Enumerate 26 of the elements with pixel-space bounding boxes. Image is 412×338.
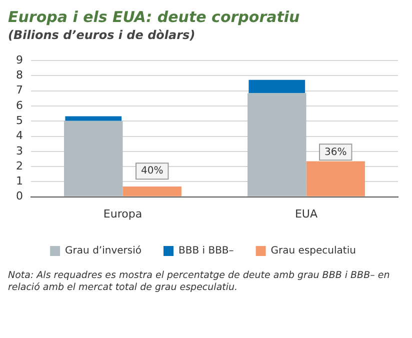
y-tick-label: 4 [16,129,23,142]
bar [248,93,306,196]
chart-title: Europa i els EUA: deute corporatiu [8,8,301,26]
x-tick-label: Europa [103,207,142,220]
y-tick-label: 0 [16,190,23,203]
y-tick-label: 5 [16,114,23,127]
annotation: 40% [140,166,164,177]
annotation: 36% [324,146,347,158]
y-tick-label: 9 [16,53,23,66]
legend-label: BBB i BBB– [178,246,234,257]
chart-subtitle: (Bilions d’euros i de dòlars) [8,28,196,42]
bar [248,80,306,94]
y-tick-label: 2 [16,159,23,172]
y-tick-label: 3 [16,144,23,158]
bar [65,116,122,121]
y-tick-label: 7 [16,84,23,97]
bar [306,161,365,196]
y-tick-label: 1 [16,174,23,188]
bar [122,186,182,196]
text: Nota: Als requadres es mostra el percentatge de deute amb grau BBB i BBB– en relació amb el mercat total de grau especulatiu. [8,270,391,294]
x-tick-label: EUA [294,207,318,220]
y-tick-label: 8 [16,68,23,82]
y-tick-label: 6 [16,98,23,112]
bar [64,120,123,196]
legend-label: Grau especulatiu [270,246,356,257]
legend-label: Grau d’inversió [65,246,142,257]
